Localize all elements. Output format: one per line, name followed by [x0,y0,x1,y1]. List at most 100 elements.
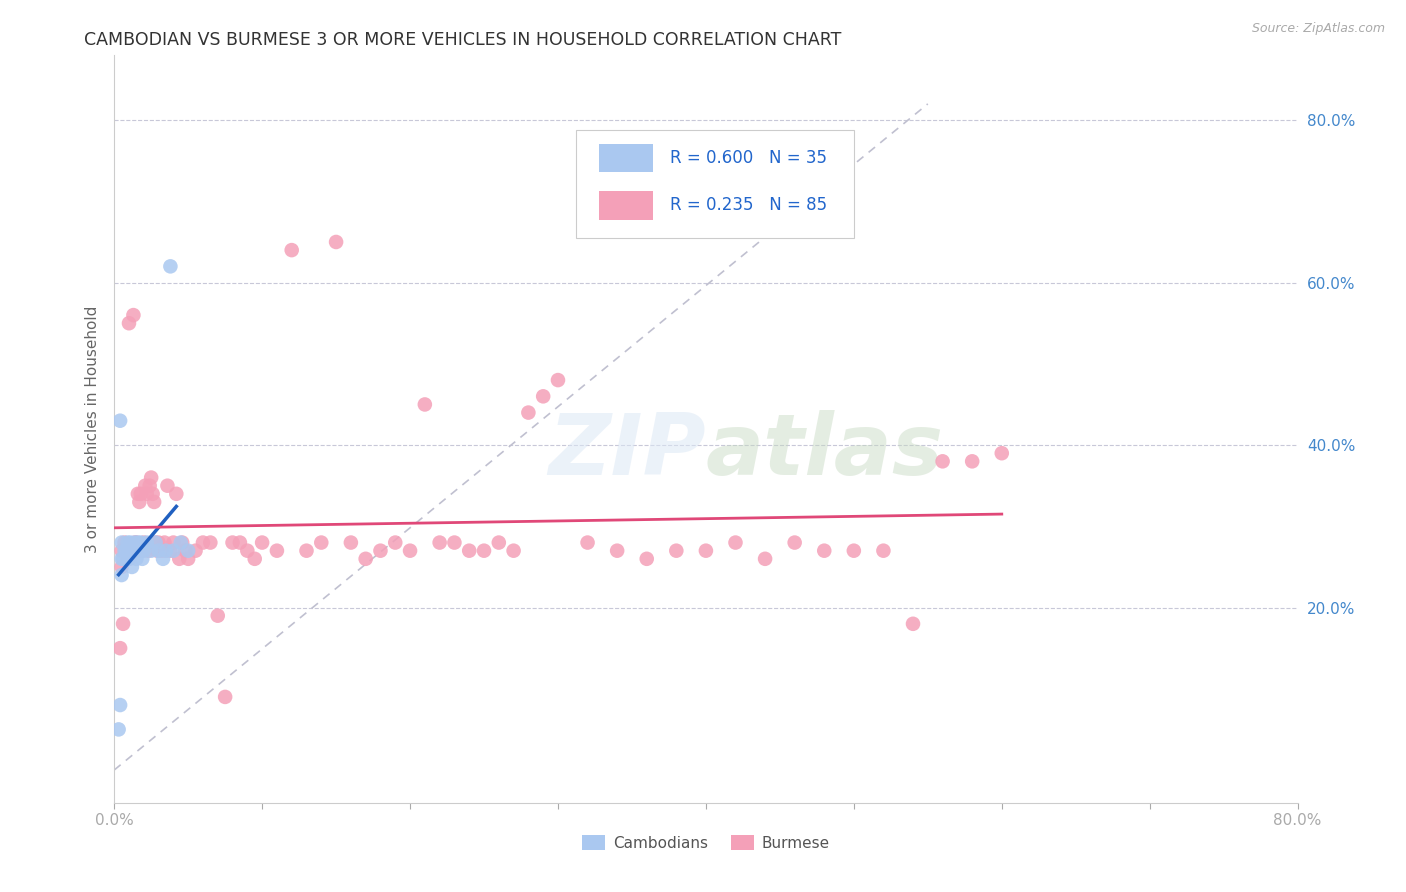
Point [156,479,179,493]
Point [280,243,302,257]
Point [145,535,167,549]
Point [165,487,187,501]
Point [576,535,599,549]
Point [990,446,1012,460]
Point [266,543,288,558]
Point [177,543,200,558]
Point [115,543,138,558]
Point [141,543,163,558]
Point [502,543,524,558]
Bar [599,191,652,219]
Legend: Cambodians, Burmese: Cambodians, Burmese [575,827,837,858]
Y-axis label: 3 or more Vehicles in Household: 3 or more Vehicles in Household [86,305,100,552]
Point [155,543,177,558]
FancyBboxPatch shape [575,130,853,238]
Point [135,535,157,549]
Point [162,535,184,549]
Point [121,543,143,558]
Point [120,543,142,558]
Point [118,316,141,330]
Point [118,551,141,566]
Point [636,551,658,566]
Point [413,397,436,411]
Point [141,470,163,484]
Point [340,535,363,549]
Text: ZIP: ZIP [548,409,706,492]
Point [174,543,197,558]
Point [517,406,540,420]
Point [135,487,157,501]
Point [142,487,165,501]
Point [108,414,131,428]
Point [169,551,191,566]
Point [724,535,747,549]
Point [488,535,510,549]
Text: R = 0.600   N = 35: R = 0.600 N = 35 [671,149,827,168]
Point [129,487,152,501]
Point [128,543,150,558]
Point [872,543,894,558]
Point [136,543,159,558]
Point [665,543,688,558]
Point [131,543,153,558]
Point [214,690,236,704]
Point [153,535,176,549]
Point [531,389,554,403]
Point [143,495,166,509]
Point [354,551,377,566]
Point [129,543,152,558]
Point [148,535,170,549]
Point [931,454,953,468]
Point [155,543,177,558]
Point [547,373,569,387]
Point [125,543,148,558]
Point [754,551,776,566]
Point [443,535,465,549]
Point [783,535,806,549]
Point [399,543,422,558]
Point [172,535,194,549]
Point [200,535,222,549]
Point [170,535,193,549]
Point [207,608,229,623]
Point [960,454,983,468]
Point [236,543,259,558]
Point [311,535,333,549]
Point [112,551,135,566]
Point [125,543,148,558]
Point [152,551,174,566]
Point [162,543,184,558]
Point [842,543,865,558]
Point [129,535,152,549]
Point [114,535,136,549]
Point [110,560,132,574]
Point [117,535,139,549]
Point [229,535,252,549]
Point [384,535,406,549]
Point [122,543,145,558]
Point [243,551,266,566]
Point [145,535,167,549]
Point [124,535,146,549]
Text: Source: ZipAtlas.com: Source: ZipAtlas.com [1251,22,1385,36]
Point [112,616,135,631]
Point [325,235,347,249]
Point [250,535,273,549]
Point [132,543,155,558]
Point [131,551,153,566]
Point [138,479,160,493]
Point [117,551,139,566]
Point [159,543,181,558]
Point [813,543,835,558]
Point [121,543,143,558]
Point [150,543,173,558]
Point [134,479,156,493]
Point [221,535,243,549]
Point [121,560,143,574]
Point [695,543,717,558]
Point [148,543,170,558]
Point [125,551,148,566]
Point [606,543,628,558]
Point [125,535,148,549]
Point [295,543,318,558]
